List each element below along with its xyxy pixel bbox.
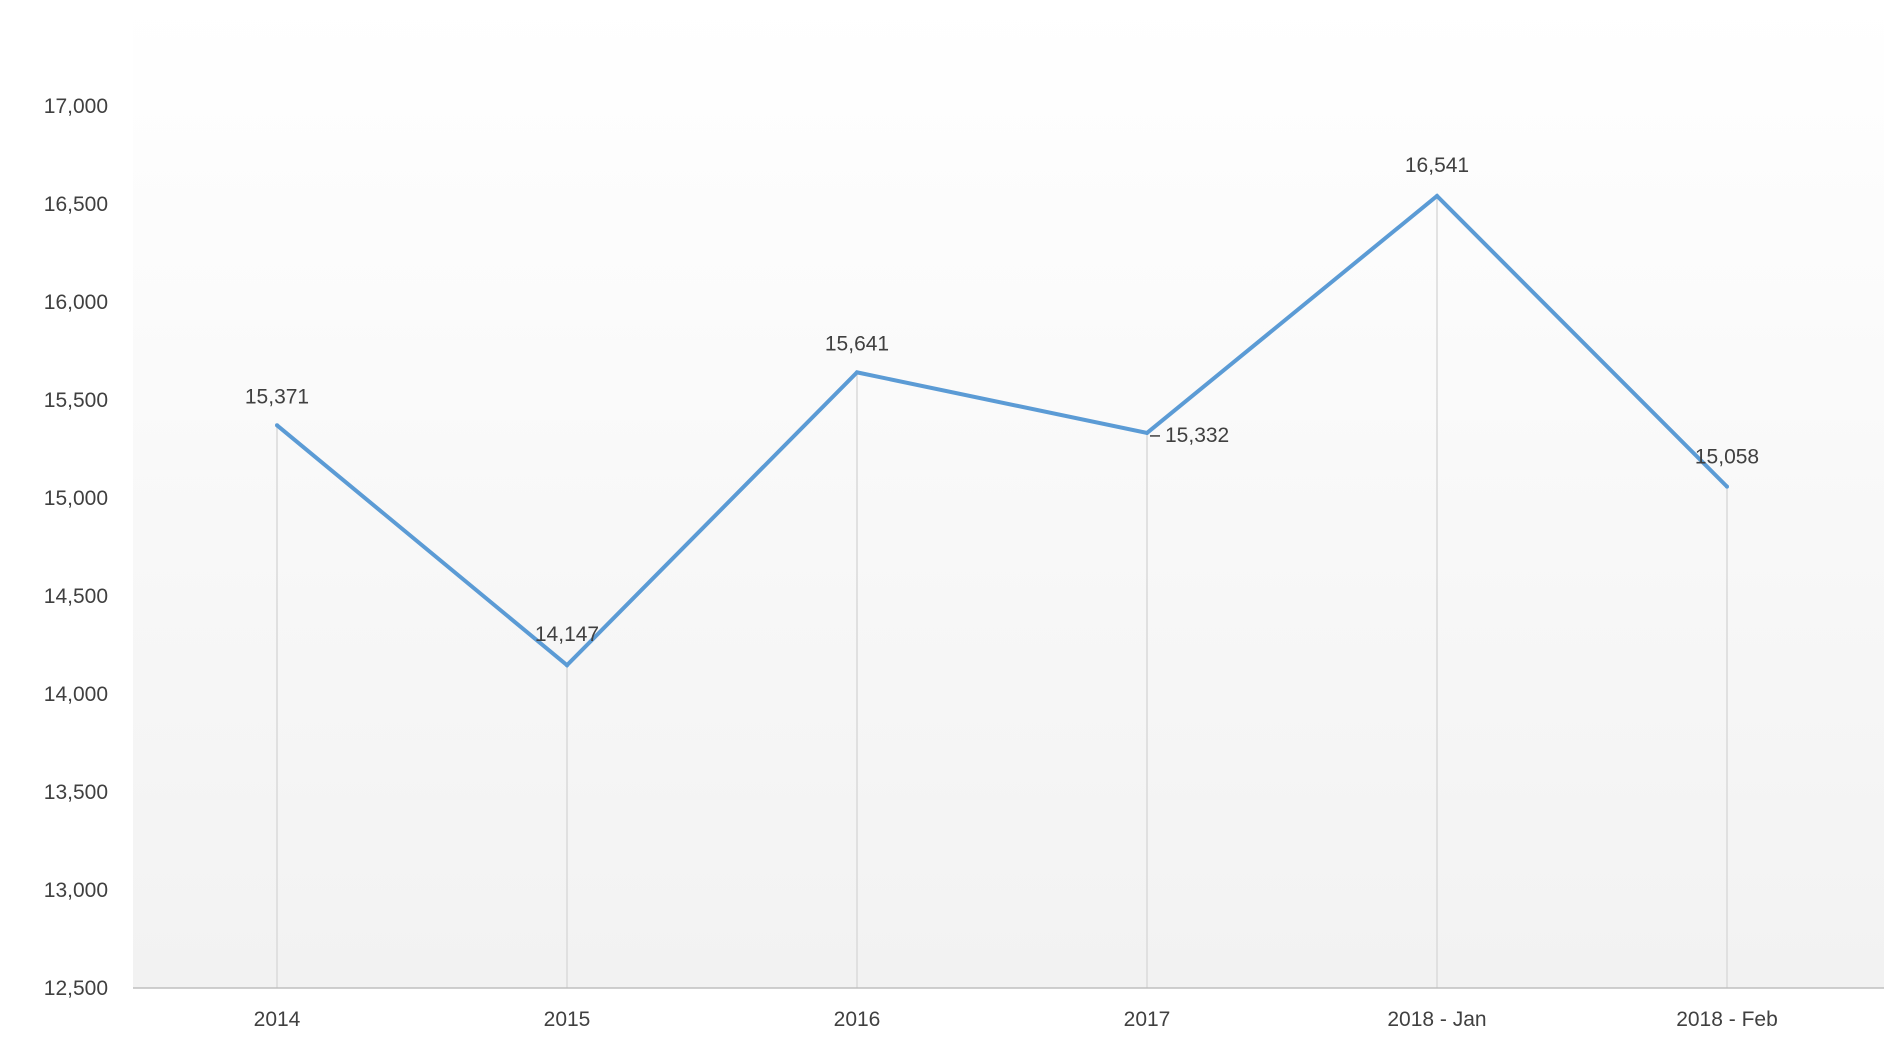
data-point xyxy=(275,423,279,428)
y-tick-label: 15,500 xyxy=(44,389,108,412)
data-label: 16,541 xyxy=(1405,154,1469,177)
drop-lines xyxy=(276,195,1728,988)
y-tick-label: 13,000 xyxy=(44,879,108,902)
y-tick-label: 16,000 xyxy=(44,291,108,314)
data-label: 15,332 xyxy=(1165,424,1229,447)
x-tick-label: 2014 xyxy=(254,1008,301,1031)
series-group xyxy=(275,193,1729,668)
y-tick-label: 12,500 xyxy=(44,977,108,1000)
x-tick-label: 2015 xyxy=(544,1008,591,1031)
y-tick-label: 14,500 xyxy=(44,585,108,608)
data-label: 15,371 xyxy=(245,385,309,408)
y-tick-label: 14,000 xyxy=(44,683,108,706)
data-label: 15,641 xyxy=(825,332,889,355)
x-tick-label: 2016 xyxy=(834,1008,881,1031)
y-tick-label: 15,000 xyxy=(44,487,108,510)
y-tick-label: 13,500 xyxy=(44,781,108,804)
data-label: 15,058 xyxy=(1695,446,1759,469)
y-tick-label: 17,000 xyxy=(44,95,108,118)
data-point xyxy=(1435,193,1439,198)
data-point xyxy=(565,663,569,668)
x-tick-label: 2018 - Jan xyxy=(1387,1008,1486,1031)
data-label: 14,147 xyxy=(535,623,599,646)
data-point xyxy=(1145,430,1149,435)
y-axis-ticks: 12,500 13,000 13,500 14,000 14,500 15,000 15,5… xyxy=(44,95,108,1000)
x-tick-label: 2018 - Feb xyxy=(1676,1008,1778,1031)
data-point xyxy=(1725,484,1729,489)
x-tick-label: 2017 xyxy=(1124,1008,1171,1031)
plot-area xyxy=(133,0,1884,988)
x-axis-ticks: 2014 2015 2016 2017 2018 - Jan 2018 - Feb xyxy=(254,1008,1778,1031)
y-tick-label: 16,500 xyxy=(44,193,108,216)
data-labels: 15,371 14,147 15,641 15,332 16,541 15,058 xyxy=(245,154,1759,646)
data-point xyxy=(855,370,859,375)
series-line xyxy=(275,193,1729,668)
